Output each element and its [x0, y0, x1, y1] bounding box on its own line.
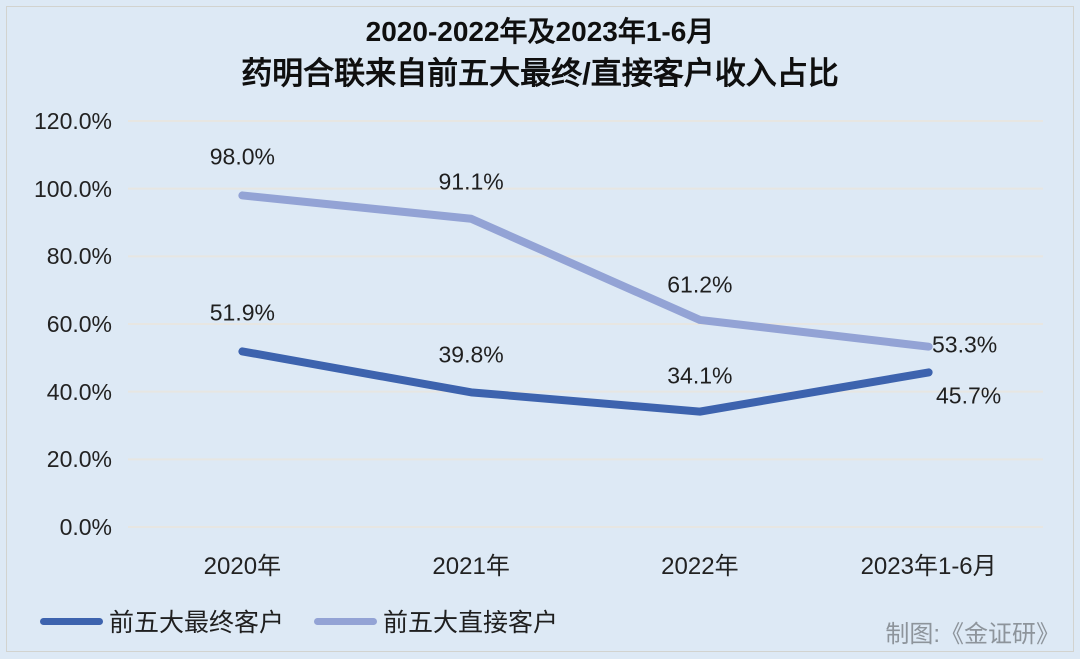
legend: 前五大最终客户 前五大直接客户: [40, 603, 558, 639]
x-axis-label: 2021年: [432, 553, 510, 580]
y-tick-label: 40.0%: [46, 378, 112, 405]
y-tick-label: 100.0%: [33, 175, 112, 202]
series-line-1: [238, 191, 933, 351]
credit-text: 制图:《金证研》: [885, 621, 1060, 648]
data-label: 53.3%: [932, 331, 998, 358]
data-label: 61.2%: [667, 271, 733, 298]
data-label: 51.9%: [209, 299, 275, 326]
data-label: 98.0%: [209, 143, 275, 170]
y-tick-label: 120.0%: [33, 108, 112, 134]
y-tick-label: 80.0%: [46, 243, 112, 270]
data-label: 45.7%: [936, 382, 1002, 409]
series-line-0: [238, 347, 933, 416]
legend-swatch-icon: [40, 617, 103, 625]
legend-item-1: 前五大直接客户: [314, 603, 558, 639]
data-label: 34.1%: [667, 362, 733, 389]
chart-title-line2: 药明合联来自前五大最终/直接客户收入占比: [241, 56, 839, 91]
legend-label: 前五大直接客户: [383, 609, 559, 637]
chart-title-line1: 2020-2022年及2023年1-6月: [365, 16, 715, 47]
x-axis-label: 2022年: [661, 553, 739, 580]
x-axis-label: 2020年: [203, 553, 282, 580]
legend-item-0: 前五大最终客户: [40, 603, 284, 639]
legend-label: 前五大最终客户: [109, 609, 285, 637]
y-tick-label: 60.0%: [46, 311, 112, 337]
y-tick-label: 0.0%: [59, 514, 112, 540]
legend-swatch-icon: [314, 617, 378, 625]
y-tick-label: 20.0%: [46, 446, 112, 473]
data-label: 91.1%: [438, 168, 504, 195]
data-label: 39.8%: [438, 341, 504, 368]
x-axis-label: 2023年1-6月: [860, 553, 997, 580]
